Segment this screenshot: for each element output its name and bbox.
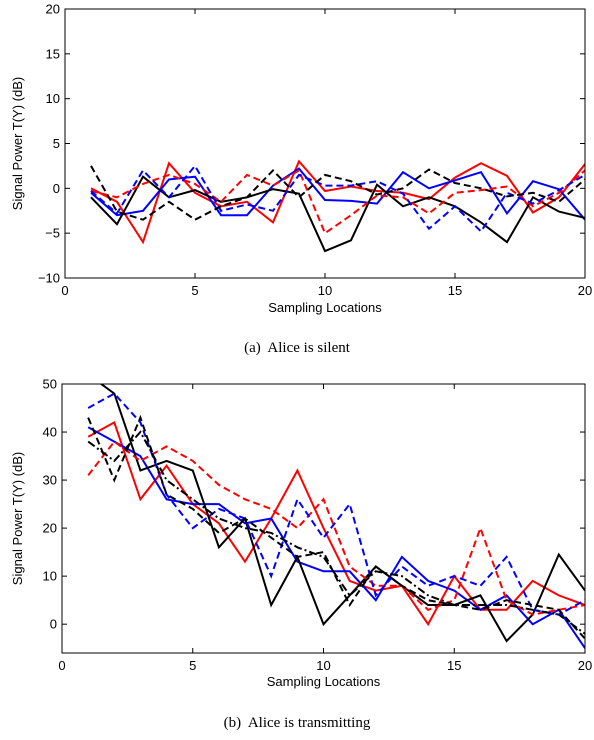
figure-caption: (a) Alice is silent [244, 340, 351, 356]
series-line-1 [87, 420, 585, 627]
series-line-6 [90, 165, 585, 221]
figure-caption: (b) Alice is transmitting [224, 715, 371, 731]
y-tick-label: −5 [45, 226, 60, 241]
y-axis-label: Signal Power T(Y) (dB) [10, 77, 25, 210]
series-line-5 [90, 164, 585, 233]
series-line-6 [87, 414, 585, 640]
series-line-7 [87, 430, 585, 635]
y-tick-label: 20 [43, 521, 57, 536]
x-tick-label: 5 [189, 658, 196, 673]
series-line-4 [87, 440, 585, 616]
x-tick-label: 0 [61, 283, 68, 298]
series-line-2 [90, 167, 585, 221]
y-tick-label: 5 [53, 136, 60, 151]
y-tick-label: 30 [43, 473, 57, 488]
x-tick-label: 5 [191, 283, 198, 298]
y-tick-label: 20 [46, 2, 60, 17]
series-group [87, 384, 585, 649]
series-line-3 [90, 175, 585, 253]
y-tick-label: 10 [43, 569, 57, 584]
x-tick-label: 20 [578, 283, 592, 298]
x-axis-label: Sampling Locations [267, 674, 381, 689]
series-line-2 [87, 426, 585, 649]
y-tick-label: 10 [46, 91, 60, 106]
x-tick-label: 0 [58, 658, 65, 673]
y-tick-label: 0 [50, 617, 57, 632]
y-axis-label: Signal Power T(Y) (dB) [10, 452, 25, 585]
chart-panel-1: 0 5 10 15 20 −10 −5 0 5 10 15 20 Sampling Locations S… [10, 2, 592, 357]
series-line-3 [99, 384, 585, 643]
series-group [90, 159, 585, 253]
x-tick-label: 15 [448, 283, 462, 298]
x-axis-label: Sampling Locations [268, 300, 382, 315]
x-tick-label: 20 [578, 658, 592, 673]
y-tick-label: 0 [53, 181, 60, 196]
x-tick-label: 10 [316, 658, 330, 673]
series-line-4 [90, 168, 585, 235]
y-tick-label: 40 [43, 425, 57, 440]
x-tick-label: 15 [447, 658, 461, 673]
chart-panel-2: 0 5 10 15 20 0 10 20 30 40 50 Sampling Locations Sig… [10, 377, 592, 732]
y-tick-label: −10 [38, 271, 60, 286]
y-tick-label: 15 [46, 46, 60, 61]
x-tick-label: 10 [318, 283, 332, 298]
series-line-5 [87, 392, 585, 616]
plot-frame [64, 8, 586, 279]
series-line-1 [90, 159, 585, 245]
y-tick-label: 50 [43, 377, 57, 392]
